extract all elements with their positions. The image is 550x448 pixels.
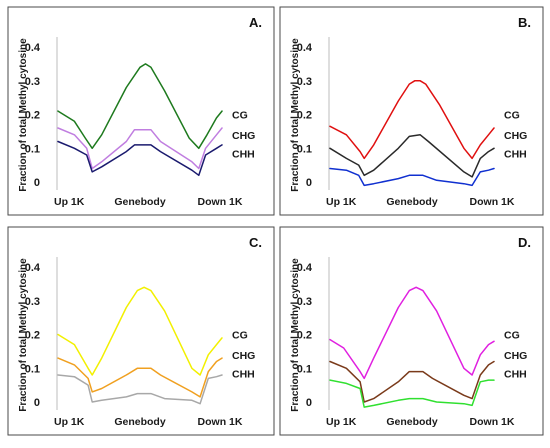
series-line-chh [329, 167, 495, 187]
y-axis-title: Fraction of total Methyl cytosine [18, 258, 29, 412]
x-category-label: Up 1K [54, 196, 85, 208]
y-tick-label: 0 [34, 397, 40, 409]
y-tick-label: 0.4 [297, 42, 313, 54]
y-tick-label: 0.1 [25, 363, 40, 375]
x-category-label: Genebody [386, 196, 438, 208]
legend-label-chh: CHH [504, 148, 527, 160]
panel-4: 0.4 0.3 0.2 0.1 0 Fraction of total Methyl cy… [279, 226, 544, 436]
y-tick-label: 0.3 [25, 76, 40, 88]
series-line-cg [329, 286, 495, 380]
x-category-label: Genebody [114, 416, 166, 428]
series-line-chg [57, 127, 223, 170]
y-tick-label: 0.1 [297, 363, 312, 375]
legend-label-chh: CHH [504, 368, 527, 380]
series-line-chg [329, 134, 495, 178]
panel-label: B. [518, 15, 531, 30]
panel-2: 0.4 0.3 0.2 0.1 0 Fraction of total Methyl cy… [279, 6, 544, 216]
x-category-label: Down 1K [198, 196, 243, 208]
legend-label-chh: CHH [232, 148, 255, 160]
y-tick-label: 0.4 [25, 42, 41, 54]
x-category-label: Up 1K [54, 416, 85, 428]
panel-frame [279, 6, 544, 216]
legend-label-cg: CG [504, 330, 520, 342]
panel-label: A. [249, 15, 262, 30]
y-axis-title: Fraction of total Methyl cytosine [18, 38, 29, 192]
legend-label-chg: CHG [504, 130, 527, 142]
x-category-label: Down 1K [198, 416, 243, 428]
series-line-cg [57, 63, 223, 150]
legend-label-chg: CHG [232, 130, 255, 142]
series-line-chg [57, 357, 223, 398]
y-tick-label: 0.3 [25, 296, 40, 308]
legend-label-chg: CHG [504, 350, 527, 362]
legend-label-chg: CHG [232, 350, 255, 362]
y-tick-label: 0.2 [297, 110, 312, 122]
panel-1: 0.4 0.3 0.2 0.1 0 Fraction of total Methyl cy… [7, 6, 275, 216]
y-tick-label: 0 [306, 177, 312, 189]
y-tick-label: 0 [306, 397, 312, 409]
panel-frame [7, 6, 275, 216]
y-tick-label: 0.1 [297, 143, 312, 155]
x-category-label: Down 1K [470, 196, 515, 208]
legend-label-cg: CG [232, 330, 248, 342]
series-line-chh [57, 140, 223, 177]
y-tick-label: 0.2 [25, 330, 40, 342]
x-category-label: Up 1K [326, 196, 357, 208]
legend-label-cg: CG [504, 110, 520, 122]
panel-frame [7, 226, 275, 436]
series-line-chg [329, 360, 495, 403]
x-category-label: Down 1K [470, 416, 515, 428]
panel-label: C. [249, 235, 262, 250]
y-tick-label: 0.4 [25, 262, 41, 274]
y-tick-label: 0.2 [297, 330, 312, 342]
y-tick-label: 0.4 [297, 262, 313, 274]
y-axis-title: Fraction of total Methyl cytosine [290, 38, 301, 192]
y-tick-label: 0 [34, 177, 40, 189]
x-category-label: Up 1K [326, 416, 357, 428]
panel-frame [279, 226, 544, 436]
y-tick-label: 0.3 [297, 76, 312, 88]
y-axis-title: Fraction of total Methyl cytosine [290, 258, 301, 412]
legend-label-cg: CG [232, 110, 248, 122]
legend-label-chh: CHH [232, 368, 255, 380]
panel-3: 0.4 0.3 0.2 0.1 0 Fraction of total Methyl cy… [7, 226, 275, 436]
series-line-cg [329, 80, 495, 160]
x-category-label: Genebody [386, 416, 438, 428]
x-category-label: Genebody [114, 196, 166, 208]
y-tick-label: 0.2 [25, 110, 40, 122]
panel-label: D. [518, 235, 531, 250]
y-tick-label: 0.1 [25, 143, 40, 155]
series-line-chh [329, 379, 495, 408]
series-line-chh [57, 374, 223, 405]
series-line-cg [57, 286, 223, 376]
y-tick-label: 0.3 [297, 296, 312, 308]
